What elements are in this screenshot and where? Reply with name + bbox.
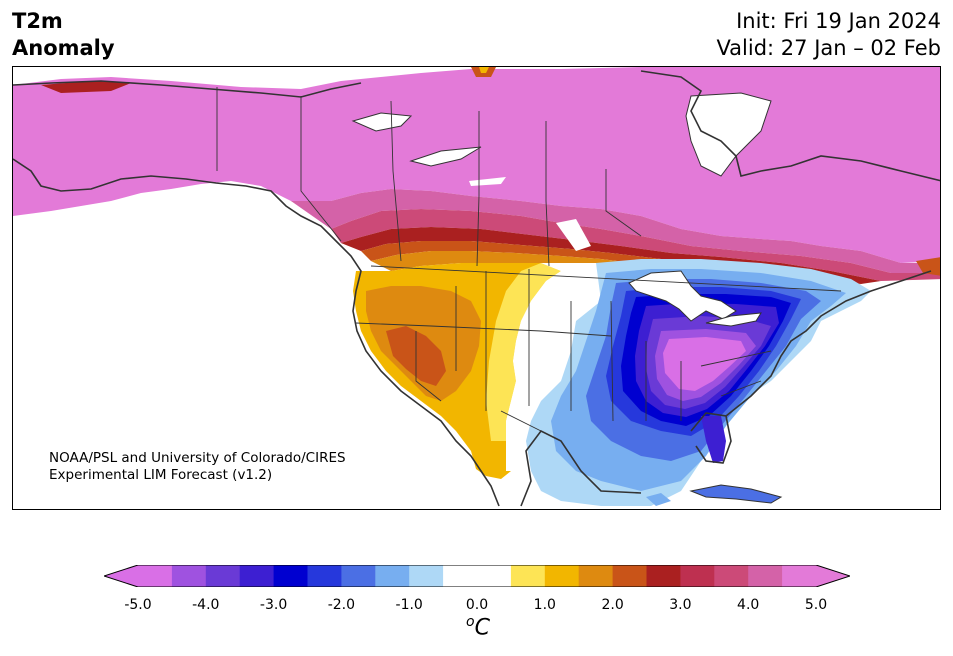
colorbar-cell: [477, 565, 512, 587]
colorbar-min-extension: [104, 565, 138, 587]
unit-degree: o: [466, 614, 475, 630]
colorbar-cell: [748, 565, 783, 587]
plains-mild: [486, 263, 561, 441]
colorbar-cell: [273, 565, 308, 587]
lake-erie: [705, 312, 762, 327]
greenland-warm: [479, 67, 489, 73]
colorbar-tick-label: -3.0: [259, 597, 288, 613]
colorbar-cell: [409, 565, 444, 587]
colorbar-cell: [646, 565, 681, 587]
lake-white-2: [409, 146, 482, 167]
cold-core: [663, 337, 746, 391]
lake-white-3: [469, 177, 506, 186]
political-borders: [216, 87, 842, 442]
colorbar-cell: [680, 565, 715, 587]
colorbar-tick-label: -1.0: [395, 597, 423, 613]
colorbar-cell: [510, 565, 546, 587]
map-svg: [13, 67, 940, 509]
alaska-red-edge: [41, 81, 131, 93]
anomaly-label: Anomaly: [12, 36, 115, 60]
forecast-map: [12, 66, 941, 510]
warm-band-2: [331, 209, 940, 281]
lake-white-1: [351, 112, 413, 132]
colorbar-cell: [782, 565, 817, 587]
florida-cold: [701, 416, 726, 463]
colorbar-cell: [714, 565, 749, 587]
colorbar-cell: [171, 565, 207, 587]
east-warm-spot: [916, 257, 940, 276]
bahamas: [646, 493, 671, 506]
colorbar-max-extension: [816, 565, 850, 587]
credit-line-2: Experimental LIM Forecast (v1.2): [49, 467, 273, 483]
colorbar-tick-label: 4.0: [737, 597, 760, 613]
lake-white-4: [556, 219, 591, 251]
colorbar-cell: [307, 565, 342, 587]
colorbar-cell: [239, 565, 275, 587]
init-date: Init: Fri 19 Jan 2024: [736, 9, 941, 33]
colorbar-tick-label: -5.0: [124, 597, 152, 613]
colorbar-cell: [443, 565, 478, 587]
colorbar-tick-label: 2.0: [601, 597, 624, 613]
credit-line-1: NOAA/PSL and University of Colorado/CIRE…: [49, 450, 346, 466]
forecast-dates: Init: Fri 19 Jan 2024 Valid: 27 Jan – 02…: [716, 8, 941, 62]
warm-band-3: [341, 227, 881, 284]
warm-band-5: [371, 251, 841, 291]
cuba: [689, 484, 783, 504]
colorbar-tick-label: 1.0: [533, 597, 556, 613]
unit-letter: C: [474, 615, 490, 641]
warm-band-1: [291, 189, 940, 273]
colorbar-cell: [544, 565, 580, 587]
colorbar-cell: [205, 565, 241, 587]
colorbar-tick-label: 5.0: [804, 597, 828, 613]
colorbar-ticks: -5.0 -4.0 -3.0 -2.0 -1.0 0.0 1.0 2.0 3.0 4.0 5.0: [0, 597, 953, 617]
colorbar-tick-label: 0.0: [465, 597, 489, 613]
colorbar: [104, 565, 850, 587]
forecast-credit: NOAA/PSL and University of Colorado/CIRE…: [49, 450, 346, 484]
colorbar-cell: [375, 565, 410, 587]
map-title: T2m Anomaly: [12, 8, 115, 62]
valid-date: Valid: 27 Jan – 02 Feb: [716, 36, 941, 60]
colorbar-cell: [138, 565, 173, 587]
colorbar-cell: [578, 565, 614, 587]
variable-label: T2m: [12, 9, 63, 33]
colorbar-tick-label: 3.0: [669, 597, 692, 613]
colorbar-cells: [138, 565, 817, 587]
neutral-band: [506, 263, 601, 471]
colorbar-cell: [341, 565, 376, 587]
colorbar-unit: oC: [466, 614, 490, 640]
coastlines: [13, 70, 940, 507]
colorbar-cell: [612, 565, 647, 587]
hudson-bay: [685, 92, 772, 177]
colorbar-tick-label: -4.0: [192, 597, 220, 613]
colorbar-tick-label: -2.0: [327, 597, 356, 613]
